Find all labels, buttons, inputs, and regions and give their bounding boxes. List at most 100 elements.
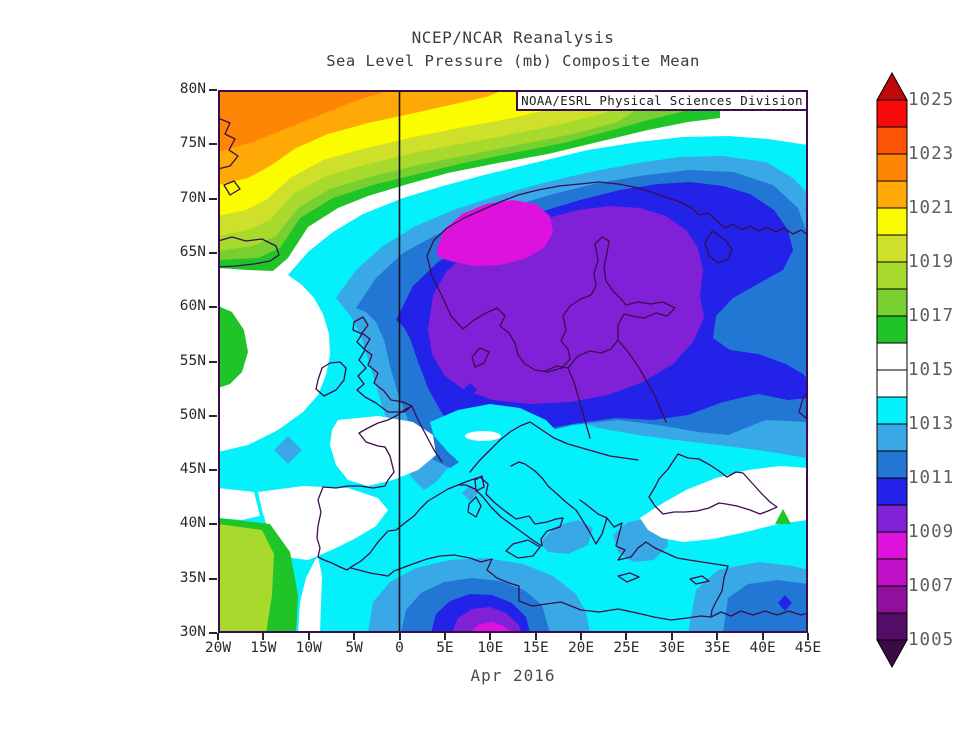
colorbar-cell xyxy=(876,315,908,344)
x-tick-mark xyxy=(625,633,628,640)
colorbar-arrow-bottom xyxy=(876,639,908,669)
x-tick-mark xyxy=(353,633,356,640)
y-tick-mark xyxy=(209,251,217,254)
x-tick-label: 30E xyxy=(658,640,685,656)
southwest-ridge-bands xyxy=(218,518,298,633)
colorbar-tick-label: 1025 xyxy=(908,90,955,110)
y-tick-label: 35N xyxy=(179,569,206,586)
colorbar-tick-label: 1019 xyxy=(908,252,955,272)
x-tick-label: 10W xyxy=(295,640,322,656)
colorbar-cell xyxy=(876,396,908,425)
y-tick-mark xyxy=(209,523,217,526)
colorbar-tick-label: 1005 xyxy=(908,630,955,650)
ionian-sky-patch xyxy=(540,520,593,554)
colorbar-tick-label: 1013 xyxy=(908,414,955,434)
colorbar-tick-label: 1017 xyxy=(908,306,955,326)
x-tick-label: 40E xyxy=(749,640,776,656)
map-frame xyxy=(218,90,808,633)
coastlines xyxy=(217,117,809,621)
y-tick-label: 50N xyxy=(179,406,206,423)
y-tick-label: 30N xyxy=(179,624,206,640)
west-edge-white-notch xyxy=(218,488,260,520)
colorbar-arrow-top xyxy=(876,72,908,101)
y-tick-mark xyxy=(209,89,217,91)
colorbar-tick-label: 1023 xyxy=(908,144,955,164)
france-white-patch xyxy=(330,416,436,486)
x-tick-label: 15W xyxy=(250,640,277,656)
levant-royal-diamond xyxy=(778,595,792,611)
low-core-1008-1009 xyxy=(436,200,553,266)
x-tick-label: 25E xyxy=(613,640,640,656)
colorbar-cell xyxy=(876,612,908,641)
alps-white-sliver xyxy=(465,431,501,441)
x-tick-mark xyxy=(398,633,401,640)
colorbar-cell xyxy=(876,423,908,452)
colorbar-tick-label: 1015 xyxy=(908,360,955,380)
plot-title: NCEP/NCAR Reanalysis xyxy=(411,28,615,47)
caucasus-green-triangle xyxy=(775,509,791,524)
y-tick-mark xyxy=(209,360,217,363)
y-tick-mark xyxy=(209,577,217,580)
x-tick-mark xyxy=(670,633,673,640)
north-africa-low-bands xyxy=(368,558,590,633)
bothnia-diamond xyxy=(463,383,477,397)
y-tick-label: 60N xyxy=(179,298,206,315)
x-tick-mark xyxy=(761,633,764,640)
x-tick-label: 5W xyxy=(345,640,363,656)
gibraltar-white-notch xyxy=(298,556,322,633)
pressure-map-canvas xyxy=(217,90,809,633)
y-tick-mark xyxy=(209,632,217,634)
y-tick-mark xyxy=(209,469,217,472)
colorbar-cell xyxy=(876,153,908,182)
plot-subtitle: Sea Level Pressure (mb) Composite Mean xyxy=(326,52,700,70)
x-tick-label: 15E xyxy=(522,640,549,656)
y-tick-label: 80N xyxy=(179,81,206,97)
x-tick-mark xyxy=(534,633,537,640)
colorbar-cell xyxy=(876,207,908,236)
x-tick-mark xyxy=(443,633,446,640)
levant-medium-patch xyxy=(723,580,808,633)
x-tick-label: 35E xyxy=(704,640,731,656)
x-tick-mark xyxy=(489,633,492,640)
x-tick-label: 45E xyxy=(794,640,822,656)
pressure-map xyxy=(217,90,809,633)
y-tick-mark xyxy=(209,306,217,309)
colorbar-cell xyxy=(876,126,908,155)
colorbar-cell xyxy=(876,504,908,533)
y-tick-mark xyxy=(209,143,217,146)
y-tick-label: 45N xyxy=(179,461,206,478)
x-tick-label: 0 xyxy=(395,640,404,656)
colorbar-cell xyxy=(876,288,908,317)
colorbar-cell xyxy=(876,450,908,479)
period-label: Apr 2016 xyxy=(470,666,556,685)
x-tick-mark xyxy=(807,633,809,640)
colorbar-cells xyxy=(876,99,908,641)
x-tick-mark xyxy=(307,633,310,640)
colorbar-cell xyxy=(876,261,908,290)
colorbar-cell xyxy=(876,531,908,560)
y-tick-label: 70N xyxy=(179,189,206,206)
y-tick-label: 75N xyxy=(179,135,206,152)
x-tick-label: 20E xyxy=(567,640,595,656)
x-tick-label: 10E xyxy=(477,640,504,656)
iberia-white-patch xyxy=(258,486,388,560)
colorbar-cell xyxy=(876,234,908,263)
colorbar xyxy=(876,72,908,669)
colorbar-cell xyxy=(876,369,908,398)
colorbar-cell xyxy=(876,342,908,371)
y-tick-mark xyxy=(209,197,217,200)
colorbar-tick-label: 1021 xyxy=(908,198,955,218)
colorbar-tick-label: 1007 xyxy=(908,576,955,596)
colorbar-cell xyxy=(876,99,908,128)
y-tick-label: 55N xyxy=(179,352,206,369)
colorbar-cell xyxy=(876,558,908,587)
colorbar-tick-label: 1011 xyxy=(908,468,955,488)
x-tick-mark xyxy=(217,633,219,640)
colorbar-cell xyxy=(876,585,908,614)
attribution-box: NOAA/ESRL Physical Sciences Division xyxy=(516,90,808,111)
x-tick-label: 20W xyxy=(204,640,232,656)
west-green-patch xyxy=(218,306,248,388)
colorbar-cell xyxy=(876,477,908,506)
y-tick-label: 40N xyxy=(179,515,206,532)
